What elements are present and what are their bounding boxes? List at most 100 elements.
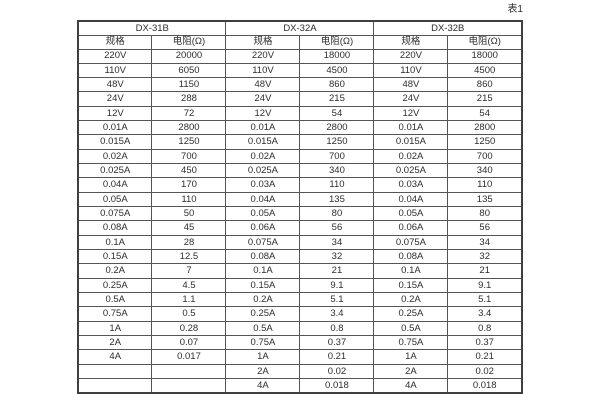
- table-row: 0.075A 50 0.05A 80 0.05A 80: [77, 206, 523, 222]
- table-cell: 45: [151, 220, 227, 236]
- table-row: 12V 72 12V 54 12V 54: [77, 105, 523, 122]
- table-cell: 21: [447, 263, 523, 279]
- col-header-resistance-dx31b: 电阻(Ω): [151, 34, 227, 50]
- table-row: 4A 0.017 1A 0.21 1A 0.21: [77, 349, 523, 365]
- table-cell: 0.02: [299, 363, 375, 380]
- table-row: 1A 0.28 0.5A 0.8 0.5A 0.8: [77, 320, 523, 337]
- table-cell: 220V: [77, 48, 153, 64]
- table-row: 48V 1150 48V 860 48V 860: [77, 77, 523, 93]
- table-cell: 0.8: [447, 320, 523, 337]
- table-cell: 0.02: [447, 363, 523, 380]
- table-cell: 80: [447, 206, 523, 222]
- table-cell: 1150: [151, 77, 227, 93]
- table-cell: 50: [151, 206, 227, 222]
- table-cell: 4A: [225, 378, 301, 394]
- table-cell: 135: [447, 191, 523, 208]
- table-cell: 450: [151, 163, 227, 179]
- table-cell: 110: [151, 191, 227, 208]
- table-cell: 288: [151, 91, 227, 107]
- table-row: 0.75A 0.5 0.25A 3.4 0.25A 3.4: [77, 306, 523, 322]
- table-cell: 0.05A: [373, 206, 449, 222]
- table-cell: 4500: [447, 62, 523, 79]
- table-row: 0.08A 45 0.06A 56 0.06A 56: [77, 220, 523, 236]
- table-cell: 0.015A: [225, 134, 301, 150]
- table-cell: 220V: [225, 48, 301, 64]
- table-cell: 21: [299, 263, 375, 279]
- table-cell: 0.15A: [373, 277, 449, 294]
- table-cell: 7: [151, 263, 227, 279]
- table-cell: 0.08A: [225, 249, 301, 265]
- col-header-spec-dx32a: 规格: [225, 34, 301, 50]
- table-cell: 0.1A: [77, 234, 153, 251]
- table-row: 0.5A 1.1 0.2A 5.1 0.2A 5.1: [77, 292, 523, 308]
- table-cell: 2A: [225, 363, 301, 380]
- table-cell: 0.03A: [225, 177, 301, 193]
- table-row: 0.015A 1250 0.015A 1250 0.015A 1250: [77, 134, 523, 150]
- table-cell: 32: [299, 249, 375, 265]
- group-header-dx31b: DX-31B: [77, 20, 227, 36]
- table-cell: 0.75A: [225, 335, 301, 351]
- table-cell: 0.75A: [77, 306, 153, 322]
- table-cell: 4.5: [151, 277, 227, 294]
- table-cell: 0.06A: [225, 220, 301, 236]
- table-row: 2A 0.07 0.75A 0.37 0.75A 0.37: [77, 335, 523, 351]
- table-cell: 0.03A: [373, 177, 449, 193]
- col-header-spec-dx31b: 规格: [77, 34, 153, 50]
- table-cell: 0.21: [447, 349, 523, 365]
- table-cell: 80: [299, 206, 375, 222]
- table-cell: 20000: [151, 48, 227, 64]
- subheader-row: 规格 电阻(Ω) 规格 电阻(Ω) 规格 电阻(Ω): [77, 34, 523, 50]
- table-cell: 0.25A: [77, 277, 153, 294]
- table-cell: 0.37: [299, 335, 375, 351]
- table-cell: 28: [151, 234, 227, 251]
- table-cell: 1A: [373, 349, 449, 365]
- col-header-resistance-dx32a: 电阻(Ω): [299, 34, 375, 50]
- table-cell: [77, 363, 153, 380]
- spec-table: DX-31B DX-32A DX-32B 规格 电阻(Ω) 规格 电阻(Ω) 规…: [77, 20, 523, 394]
- col-header-resistance-dx32b: 电阻(Ω): [447, 34, 523, 50]
- table-cell: 4A: [77, 349, 153, 365]
- table-row: 0.04A 170 0.03A 110 0.03A 110: [77, 177, 523, 193]
- table-cell: [151, 378, 227, 394]
- table-cell: 110: [447, 177, 523, 193]
- table-cell: 54: [299, 105, 375, 122]
- table-cell: [77, 378, 153, 394]
- table-row: 220V 20000 220V 18000 220V 18000: [77, 48, 523, 64]
- table-caption: 表1: [507, 4, 523, 15]
- table-cell: 0.075A: [77, 206, 153, 222]
- table-cell: 0.02A: [77, 148, 153, 165]
- table-cell: 700: [151, 148, 227, 165]
- table-cell: 0.01A: [225, 120, 301, 136]
- table-cell: 5.1: [447, 292, 523, 308]
- table-row: 0.15A 12.5 0.08A 32 0.08A 32: [77, 249, 523, 265]
- table-row: 0.25A 4.5 0.15A 9.1 0.15A 9.1: [77, 277, 523, 294]
- table-cell: 0.21: [299, 349, 375, 365]
- table-cell: 0.5: [151, 306, 227, 322]
- table-cell: 340: [299, 163, 375, 179]
- table-cell: 0.018: [299, 378, 375, 394]
- table-row: 110V 6050 110V 4500 110V 4500: [77, 62, 523, 79]
- table-cell: 0.075A: [225, 234, 301, 251]
- table-row: 0.1A 28 0.075A 34 0.075A 34: [77, 234, 523, 251]
- table-cell: 0.025A: [77, 163, 153, 179]
- table-cell: 0.2A: [77, 263, 153, 279]
- table-cell: 12V: [225, 105, 301, 122]
- table-cell: 0.37: [447, 335, 523, 351]
- table-cell: 110: [299, 177, 375, 193]
- table-cell: 700: [299, 148, 375, 165]
- table-cell: 24V: [77, 91, 153, 107]
- table-cell: 9.1: [299, 277, 375, 294]
- table-cell: 0.025A: [225, 163, 301, 179]
- table-cell: 700: [447, 148, 523, 165]
- table-row: 0.025A 450 0.025A 340 0.025A 340: [77, 163, 523, 179]
- table-cell: 48V: [373, 77, 449, 93]
- table-cell: 0.015A: [373, 134, 449, 150]
- table-cell: 6050: [151, 62, 227, 79]
- table-cell: 0.15A: [225, 277, 301, 294]
- table-cell: 1250: [151, 134, 227, 150]
- table-cell: 0.025A: [373, 163, 449, 179]
- table-cell: 1250: [447, 134, 523, 150]
- table-cell: 0.25A: [373, 306, 449, 322]
- table-cell: 2A: [373, 363, 449, 380]
